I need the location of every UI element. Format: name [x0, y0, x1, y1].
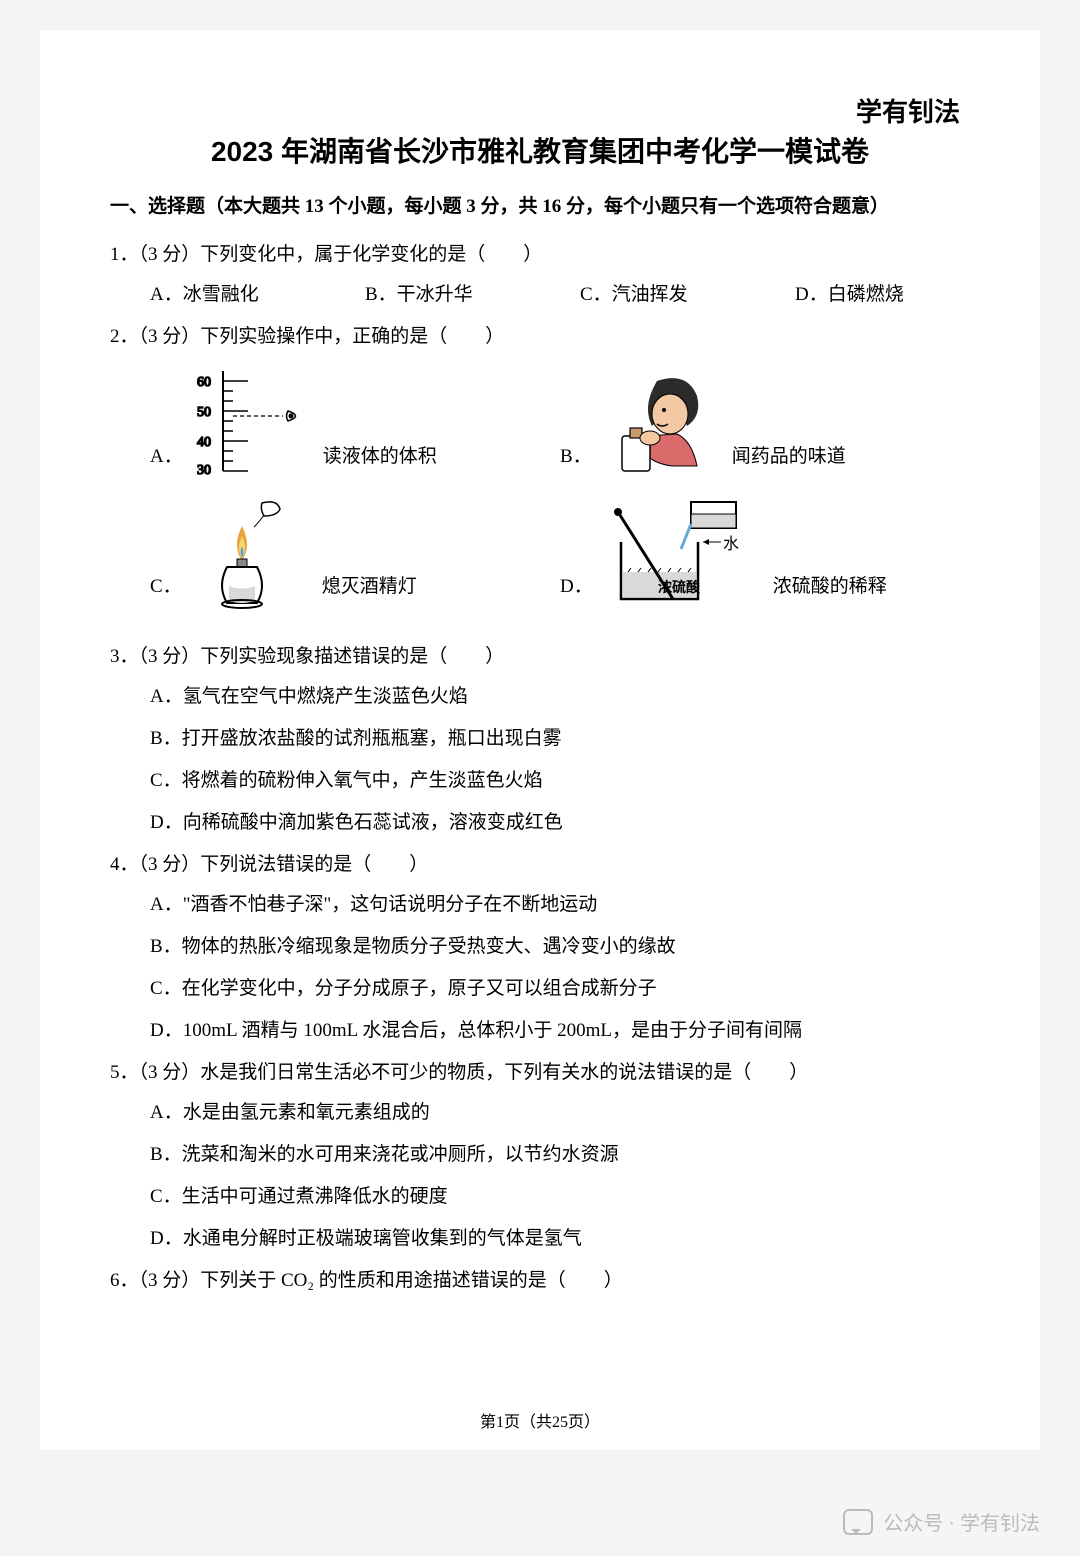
page-number: 第1页（共25页） [40, 1408, 1040, 1432]
q2-opt-b: B． 闻药品的味道 [560, 366, 970, 476]
q2-c-figure-icon [192, 496, 312, 606]
q2-opt-d: D． 水 浓硫酸 [560, 496, 970, 606]
q4-stem: 4．（3 分）下列说法错误的是（ ） [110, 846, 970, 884]
brand-logo-text: 学有钊法 [856, 92, 960, 129]
question-3: 3．（3 分）下列实验现象描述错误的是（ ） A．氢气在空气中燃烧产生淡蓝色火焰… [110, 638, 970, 842]
q5-opt-a: A．水是由氢元素和氧元素组成的 [150, 1094, 970, 1132]
q2-b-letter: B． [560, 438, 592, 476]
q4-opt-d: D．100mL 酒精与 100mL 水混合后，总体积小于 200mL，是由于分子… [150, 1012, 970, 1050]
q2-opt-c: C． 熄灭酒精灯 [150, 496, 560, 606]
q3-stem: 3．（3 分）下列实验现象描述错误的是（ ） [110, 638, 970, 676]
q3-opt-b: B．打开盛放浓盐酸的试剂瓶瓶塞，瓶口出现白雾 [150, 720, 970, 758]
q4-options: A．"酒香不怕巷子深"，这句话说明分子在不断地运动 B．物体的热胀冷缩现象是物质… [110, 886, 970, 1050]
q1-options: A．冰雪融化 B．干冰升华 C．汽油挥发 D．白磷燃烧 [110, 276, 970, 314]
tick-30: 30 [197, 463, 211, 476]
q2-d-water-label: 水 [723, 535, 739, 553]
q2-c-label: 熄灭酒精灯 [322, 568, 417, 606]
q2-c-letter: C． [150, 568, 182, 606]
exam-title: 2023 年湖南省长沙市雅礼教育集团中考化学一模试卷 [110, 130, 970, 170]
question-4: 4．（3 分）下列说法错误的是（ ） A．"酒香不怕巷子深"，这句话说明分子在不… [110, 846, 970, 1050]
q2-b-label: 闻药品的味道 [732, 438, 846, 476]
q3-options: A．氢气在空气中燃烧产生淡蓝色火焰 B．打开盛放浓盐酸的试剂瓶瓶塞，瓶口出现白雾… [110, 678, 970, 842]
q2-a-letter: A． [150, 438, 183, 476]
question-5: 5．（3 分）水是我们日常生活必不可少的物质，下列有关水的说法错误的是（ ） A… [110, 1054, 970, 1258]
q5-opt-d: D．水通电分解时正极端玻璃管收集到的气体是氢气 [150, 1220, 970, 1258]
question-6: 6．（3 分）下列关于 CO₂ 的性质和用途描述错误的是（ ） [110, 1262, 970, 1300]
tick-60: 60 [197, 375, 211, 390]
tick-50: 50 [197, 405, 211, 420]
q2-d-acid-label: 浓硫酸 [658, 579, 701, 596]
q2-image-options: A． 60 50 40 [110, 366, 970, 626]
q4-opt-c: C．在化学变化中，分子分成原子，原子又可以组合成新分子 [150, 970, 970, 1008]
q5-opt-c: C．生活中可通过煮沸降低水的硬度 [150, 1178, 970, 1216]
question-1: 1．（3 分）下列变化中，属于化学变化的是（ ） A．冰雪融化 B．干冰升华 C… [110, 236, 970, 314]
question-2: 2．（3 分）下列实验操作中，正确的是（ ） A． 60 50 [110, 318, 970, 626]
q2-d-figure-icon: 水 浓硫酸 [603, 496, 763, 606]
exam-page: 学有钊法 2023 年湖南省长沙市雅礼教育集团中考化学一模试卷 一、选择题（本大… [40, 30, 1040, 1450]
tick-40: 40 [197, 435, 211, 450]
q3-opt-a: A．氢气在空气中燃烧产生淡蓝色火焰 [150, 678, 970, 716]
q1-stem: 1．（3 分）下列变化中，属于化学变化的是（ ） [110, 236, 970, 274]
q5-stem: 5．（3 分）水是我们日常生活必不可少的物质，下列有关水的说法错误的是（ ） [110, 1054, 970, 1092]
watermark-text: 公众号 · 学有钊法 [883, 1507, 1040, 1536]
wechat-icon [843, 1509, 873, 1535]
q2-b-figure-icon [602, 366, 722, 476]
q1-opt-a: A．冰雪融化 [150, 276, 325, 314]
q2-a-label: 读液体的体积 [323, 438, 437, 476]
q4-opt-a: A．"酒香不怕巷子深"，这句话说明分子在不断地运动 [150, 886, 970, 924]
q2-stem: 2．（3 分）下列实验操作中，正确的是（ ） [110, 318, 970, 356]
q2-a-figure-icon: 60 50 40 30 [193, 366, 313, 476]
q2-d-label: 浓硫酸的稀释 [773, 568, 887, 606]
q1-opt-c: C．汽油挥发 [580, 276, 755, 314]
q4-opt-b: B．物体的热胀冷缩现象是物质分子受热变大、遇冷变小的缘故 [150, 928, 970, 966]
q5-opt-b: B．洗菜和淘米的水可用来浇花或冲厕所，以节约水资源 [150, 1136, 970, 1174]
q1-opt-b: B．干冰升华 [365, 276, 540, 314]
q5-options: A．水是由氢元素和氧元素组成的 B．洗菜和淘米的水可用来浇花或冲厕所，以节约水资… [110, 1094, 970, 1258]
section-header: 一、选择题（本大题共 13 个小题，每小题 3 分，共 16 分，每个小题只有一… [110, 188, 970, 226]
q6-stem: 6．（3 分）下列关于 CO₂ 的性质和用途描述错误的是（ ） [110, 1262, 970, 1300]
q3-opt-c: C．将燃着的硫粉伸入氧气中，产生淡蓝色火焰 [150, 762, 970, 800]
q3-opt-d: D．向稀硫酸中滴加紫色石蕊试液，溶液变成红色 [150, 804, 970, 842]
q2-opt-a: A． 60 50 40 [150, 366, 560, 476]
q1-opt-d: D．白磷燃烧 [795, 276, 970, 314]
q2-d-letter: D． [560, 568, 593, 606]
watermark-bottom: 公众号 · 学有钊法 [843, 1507, 1040, 1536]
